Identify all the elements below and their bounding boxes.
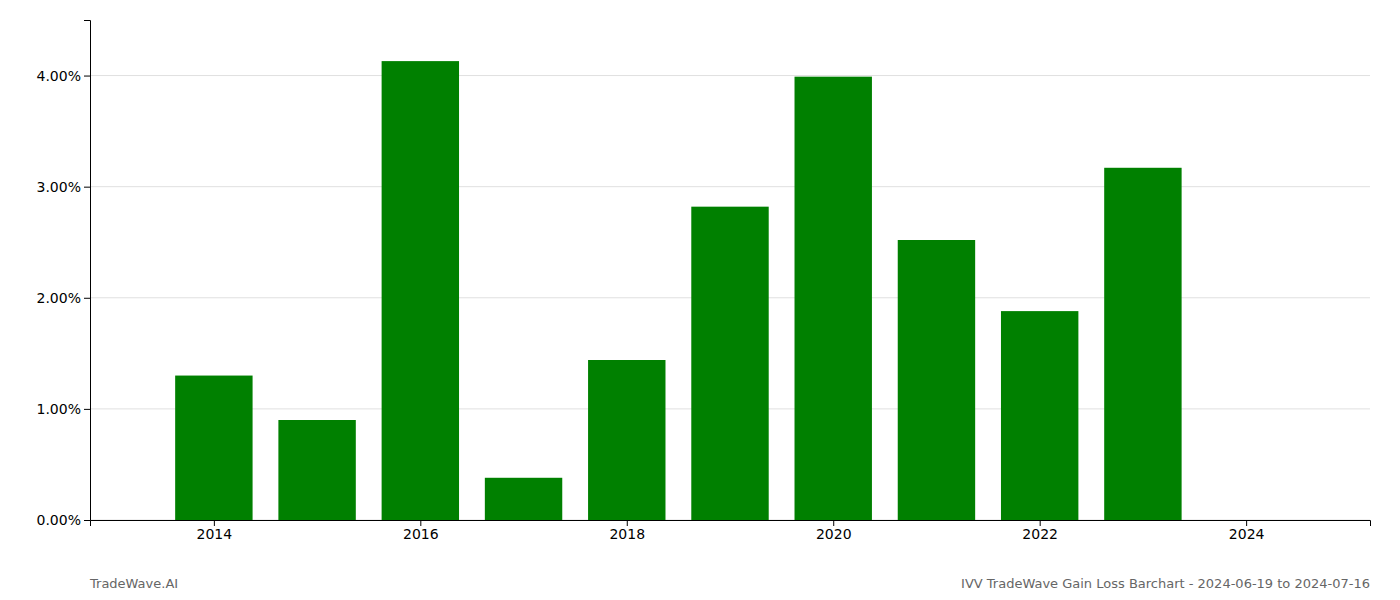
x-tick: 2020 <box>816 520 852 542</box>
y-tick-mark <box>84 187 90 188</box>
x-tick-label: 2018 <box>609 526 645 542</box>
bar <box>1001 311 1078 520</box>
bar <box>691 207 768 520</box>
y-tick: 0.00% <box>37 512 90 528</box>
y-tick-mark <box>84 409 90 410</box>
y-tick: 2.00% <box>37 290 90 306</box>
y-tick-label: 3.00% <box>37 179 81 195</box>
y-tick-label: 0.00% <box>37 512 81 528</box>
y-tick-label: 2.00% <box>37 290 81 306</box>
x-tick-label: 2024 <box>1229 526 1265 542</box>
grid <box>90 76 1370 520</box>
chart: 2014 2016 2018 2020 2022 2024 0.00% 1.00% 2.00% 3… <box>0 0 1400 600</box>
footer-right: IVV TradeWave Gain Loss Barchart - 2024-… <box>961 576 1370 591</box>
axis-line <box>91 521 1371 527</box>
y-tick-label: 4.00% <box>37 68 81 84</box>
plot: 2014 2016 2018 2020 2022 2024 0.00% 1.00% 2.00% 3… <box>37 21 1371 542</box>
y-tick: 4.00% <box>37 68 90 84</box>
x-tick: 2018 <box>609 520 645 542</box>
bar <box>795 77 872 520</box>
x-tick-label: 2016 <box>403 526 439 542</box>
bar <box>382 61 459 520</box>
x-tick: 2024 <box>1229 520 1265 542</box>
grid-line <box>90 75 1370 76</box>
bars <box>175 61 1181 520</box>
y-tick: 3.00% <box>37 179 90 195</box>
bar <box>588 360 665 520</box>
bar <box>175 376 252 520</box>
y-tick-mark <box>84 76 90 77</box>
x-tick: 2016 <box>403 520 439 542</box>
x-tick-label: 2020 <box>816 526 852 542</box>
bar <box>485 478 562 520</box>
bar <box>898 240 975 520</box>
x-tick: 2022 <box>1022 520 1058 542</box>
y-tick-label: 1.00% <box>37 401 81 417</box>
x-tick-label: 2022 <box>1022 526 1058 542</box>
bar <box>278 420 355 520</box>
y-tick: 1.00% <box>37 401 90 417</box>
footer-left: TradeWave.AI <box>89 576 178 591</box>
x-axis: 2014 2016 2018 2020 2022 2024 <box>91 520 1371 542</box>
y-tick-mark <box>84 298 90 299</box>
y-axis: 0.00% 1.00% 2.00% 3.00% 4.00% <box>37 21 91 528</box>
x-tick: 2014 <box>197 520 233 542</box>
bar <box>1104 168 1181 520</box>
axis-line <box>84 21 91 521</box>
x-tick-label: 2014 <box>197 526 233 542</box>
y-tick-mark <box>84 520 90 521</box>
